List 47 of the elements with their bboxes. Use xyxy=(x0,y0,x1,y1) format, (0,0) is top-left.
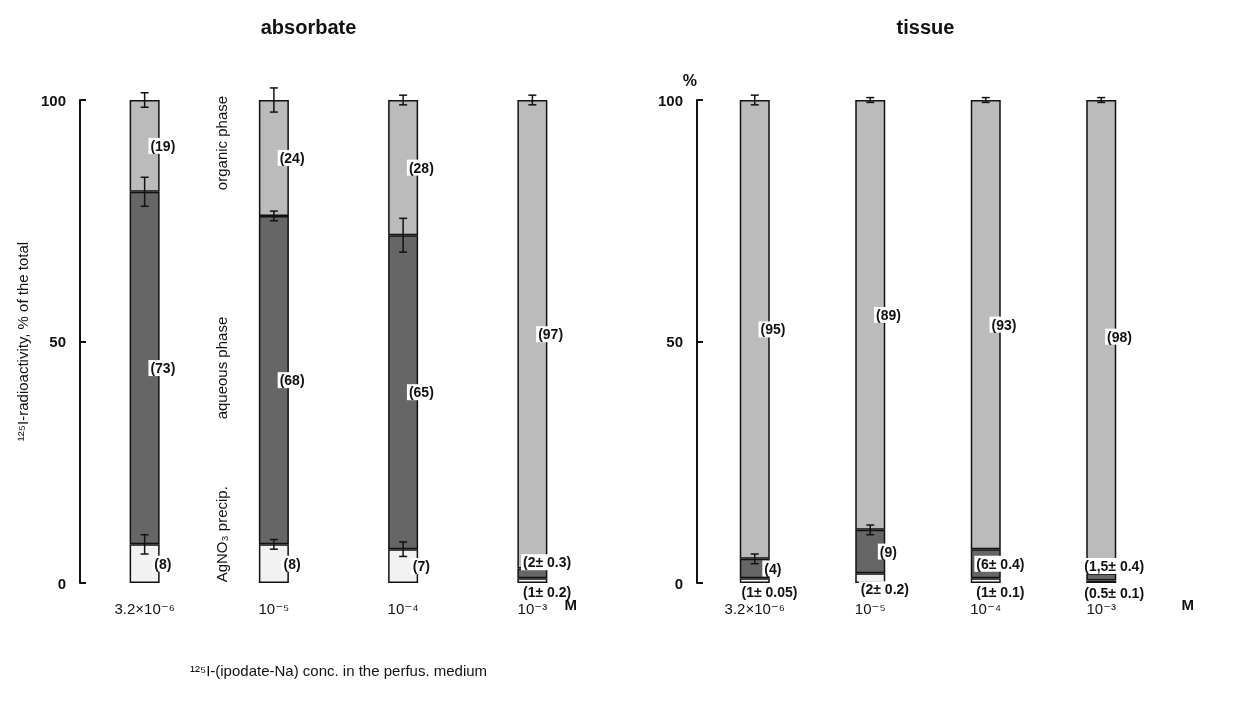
data-label: (73) xyxy=(150,360,176,377)
y-tick-label: 50 xyxy=(49,333,66,350)
data-label: (1± 0.05) xyxy=(741,583,798,600)
data-label: (28) xyxy=(408,159,434,176)
y-tick-label: 0 xyxy=(57,574,66,592)
y-tick-label: 100 xyxy=(40,91,66,109)
data-label: (97) xyxy=(538,326,564,343)
text: organic phase xyxy=(213,95,231,191)
data-label: (68) xyxy=(279,372,305,389)
data-label: (2± 0.3) xyxy=(522,554,572,571)
y-axis-title: ¹²⁵I-radioactivity, % of the total xyxy=(14,241,31,442)
data-label: (98) xyxy=(1107,328,1132,345)
text: M xyxy=(1181,596,1194,613)
chart-title: tissue xyxy=(896,16,955,38)
data-label: (0.5± 0.1) xyxy=(1084,584,1145,601)
x-tick-label: 10⁻³ xyxy=(1086,600,1117,617)
y-axis-title: % xyxy=(682,71,697,89)
chart-title: absorbate xyxy=(260,16,357,38)
data-label: (89) xyxy=(876,306,901,323)
x-tick-label: 10⁻⁵ xyxy=(854,600,886,617)
x-tick-label: 10⁻⁴ xyxy=(387,600,419,617)
text: AgNO₃ precip. xyxy=(213,486,231,583)
text: aqueous phase xyxy=(213,316,231,420)
data-label: (6± 0.4) xyxy=(976,555,1025,572)
x-tick-label: 10⁻³ xyxy=(517,600,548,617)
y-tick-label: 50 xyxy=(666,333,683,350)
data-label: (8) xyxy=(283,555,301,572)
x-tick-label: 3.2×10⁻⁶ xyxy=(114,600,175,617)
bar xyxy=(1086,573,1117,581)
data-label: (65) xyxy=(408,384,434,401)
data-label: (1± 0.1) xyxy=(976,583,1025,600)
data-label: (9) xyxy=(879,543,897,560)
data-label: (93) xyxy=(991,316,1017,333)
x-tick-label: 3.2×10⁻⁶ xyxy=(724,600,785,617)
data-label: (19) xyxy=(150,137,176,154)
data-label: (1,5± 0.4) xyxy=(1084,557,1145,574)
data-label: (24) xyxy=(279,149,305,166)
data-label: (2± 0.2) xyxy=(860,581,910,598)
x-axis-title: ¹²⁵I-(ipodate-Na) conc. in the perfus. medium xyxy=(189,662,488,679)
y-tick-label: 100 xyxy=(657,91,683,109)
x-tick-label: 10⁻⁵ xyxy=(258,600,290,617)
data-label: (8) xyxy=(154,555,172,572)
y-tick-label: 0 xyxy=(674,574,683,592)
data-label: (4) xyxy=(764,560,782,577)
x-tick-label: 10⁻⁴ xyxy=(970,600,1002,617)
data-label: (95) xyxy=(760,321,786,338)
data-label: (7) xyxy=(412,558,430,575)
